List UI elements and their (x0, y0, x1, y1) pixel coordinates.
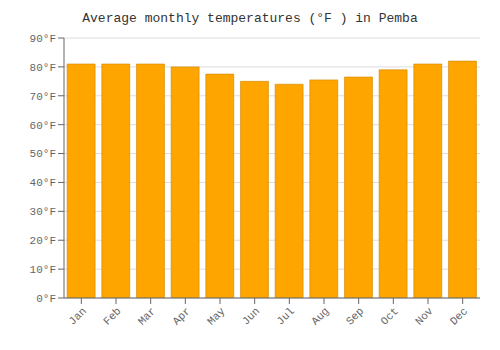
svg-text:Oct: Oct (378, 305, 400, 327)
svg-text:Sep: Sep (344, 305, 366, 327)
svg-text:20°F: 20°F (30, 235, 56, 247)
svg-text:Dec: Dec (448, 305, 470, 327)
svg-text:0°F: 0°F (36, 293, 56, 305)
svg-text:80°F: 80°F (30, 62, 56, 74)
svg-text:30°F: 30°F (30, 206, 56, 218)
svg-text:Apr: Apr (170, 305, 192, 327)
svg-text:Jul: Jul (274, 305, 296, 327)
svg-text:10°F: 10°F (30, 264, 56, 276)
svg-text:40°F: 40°F (30, 177, 56, 189)
svg-text:Aug: Aug (309, 305, 331, 327)
svg-text:Jun: Jun (240, 305, 262, 327)
svg-text:Nov: Nov (413, 305, 436, 328)
svg-text:Feb: Feb (101, 305, 123, 327)
html-text:Average monthly temperatures (: Average monthly temperatures (°F ) in Pe… (82, 11, 418, 26)
svg-text:60°F: 60°F (30, 120, 56, 132)
svg-text:50°F: 50°F (30, 148, 56, 160)
svg-text:Mar: Mar (136, 305, 158, 327)
svg-text:90°F: 90°F (30, 33, 56, 45)
svg-text:Jan: Jan (66, 305, 88, 327)
svg-text:May: May (205, 305, 228, 328)
svg-text:70°F: 70°F (30, 91, 56, 103)
